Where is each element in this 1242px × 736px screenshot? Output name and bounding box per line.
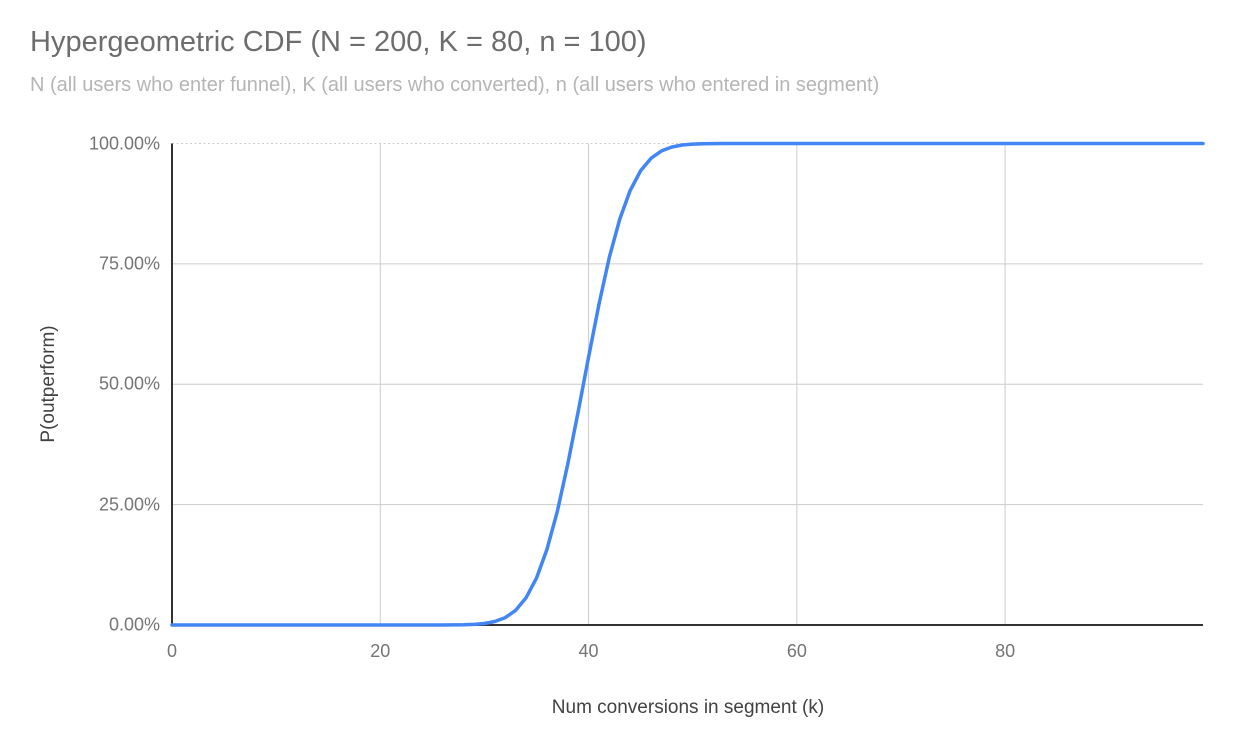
x-tick-label: 40 bbox=[578, 641, 599, 661]
x-tick-label: 0 bbox=[166, 641, 178, 661]
y-tick-label: 50.00% bbox=[98, 373, 160, 394]
y-tick-label: 75.00% bbox=[98, 253, 160, 274]
x-tick-label: 80 bbox=[995, 641, 1016, 661]
chart-subtitle: N (all users who enter funnel), K (all u… bbox=[30, 74, 880, 96]
cdf-line-series bbox=[170, 141, 1205, 627]
x-axis-title: Num conversions in segment (k) bbox=[551, 697, 825, 718]
y-tick-label: 0.00% bbox=[108, 614, 160, 635]
y-tick-label: 100.00% bbox=[88, 133, 160, 153]
chart-title: Hypergeometric CDF (N = 200, K = 80, n =… bbox=[30, 26, 647, 58]
y-tick-label: 25.00% bbox=[98, 494, 160, 515]
x-tick-label: 60 bbox=[786, 641, 807, 661]
y-axis-title: P(outperform) bbox=[38, 325, 59, 443]
x-tick-label: 20 bbox=[370, 641, 391, 661]
